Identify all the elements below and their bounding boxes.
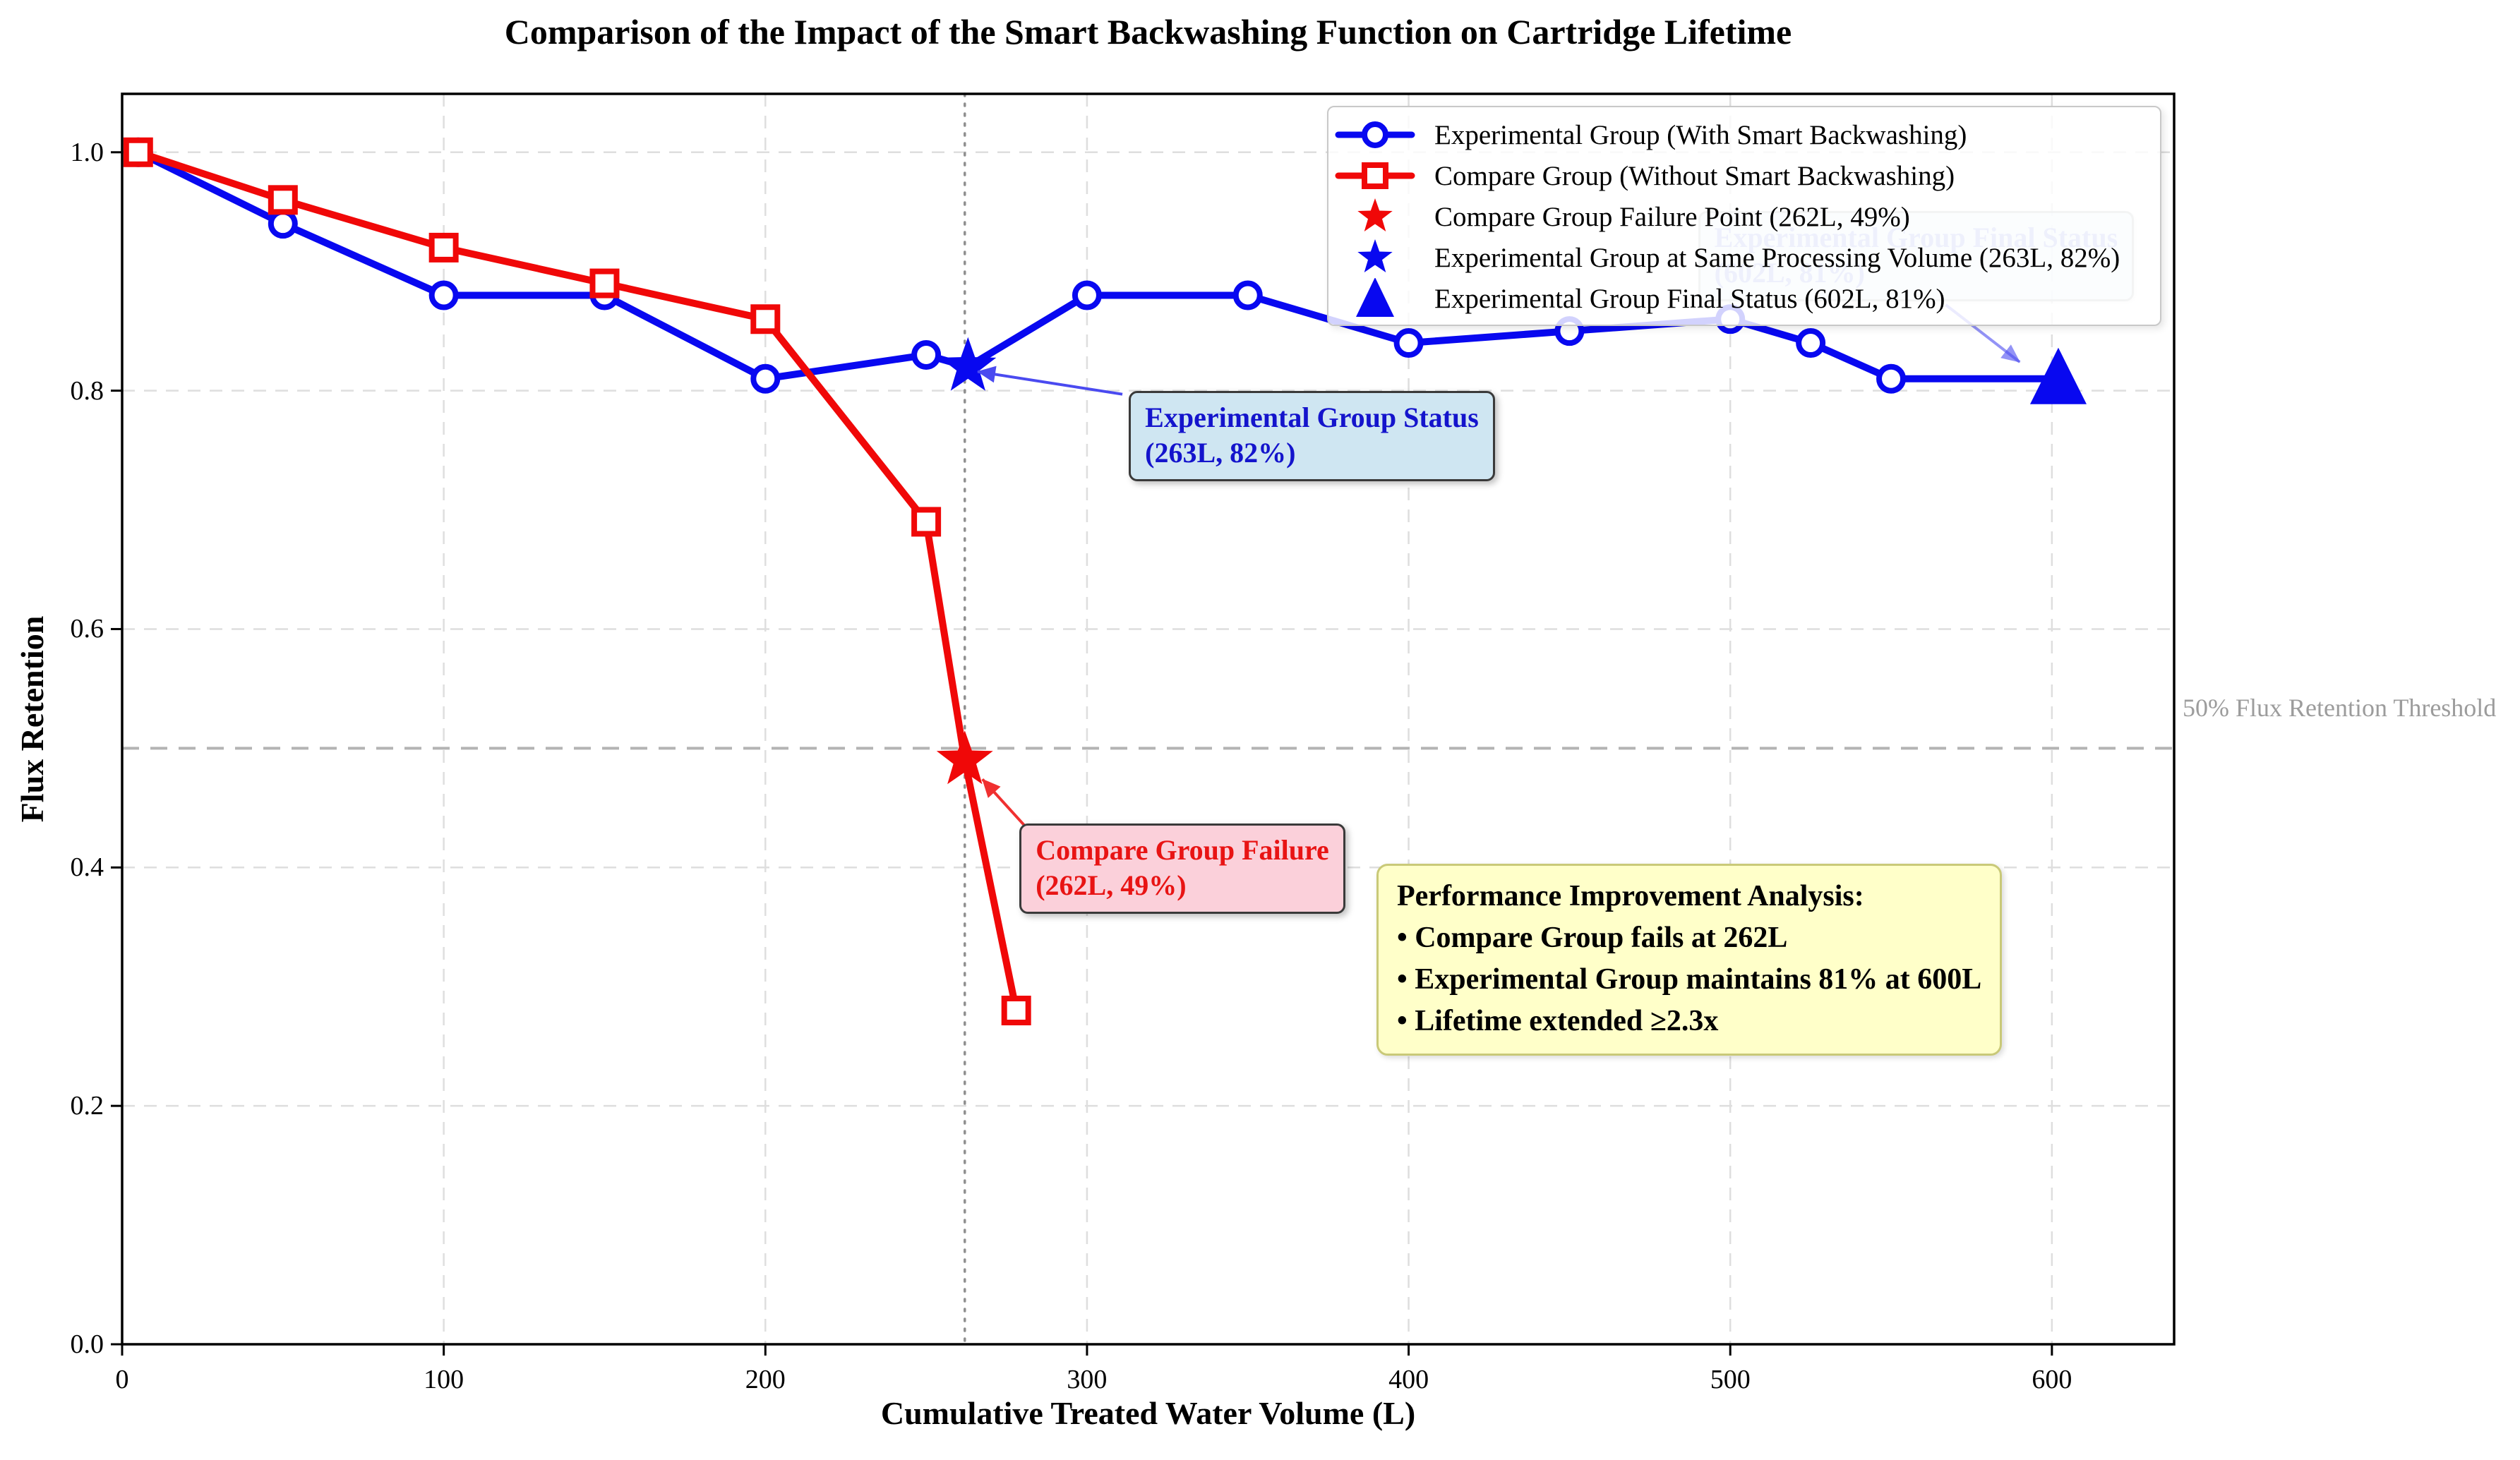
star-marker [1357, 198, 1393, 231]
square-marker [589, 268, 620, 298]
legend-marker-line-square-icon [1335, 162, 1415, 189]
x-tick-label: 600 [2032, 1365, 2072, 1394]
circle-marker [911, 339, 942, 370]
x-tick-label: 500 [1710, 1365, 1751, 1394]
analysis-line: • Experimental Group maintains 81% at 60… [1397, 963, 1982, 996]
star-marker [940, 337, 997, 391]
x-tick-label: 0 [115, 1365, 129, 1394]
circle-marker [1232, 280, 1263, 310]
legend-marker-star-icon [1357, 239, 1393, 272]
legend-label: Experimental Group Final Status (602L, 8… [1434, 283, 1945, 314]
y-tick-label: 0.0 [70, 1329, 104, 1359]
analysis-line: • Lifetime extended ≥2.3x [1397, 1005, 1719, 1038]
circle-marker [1796, 328, 1826, 358]
x-tick-label: 100 [424, 1365, 464, 1394]
triangle-marker [2029, 347, 2087, 404]
legend-marker-line-circle-icon [1335, 121, 1415, 148]
annotation-line: Experimental Group Status [1145, 401, 1479, 433]
legend: Experimental Group (With Smart Backwashi… [1327, 106, 2161, 326]
legend-item-3: Experimental Group at Same Processing Vo… [1328, 237, 2160, 278]
square-marker [123, 137, 153, 167]
legend-item-1: Compare Group (Without Smart Backwashing… [1328, 155, 2160, 196]
y-tick-label: 0.2 [70, 1091, 104, 1121]
square-marker [1362, 162, 1388, 189]
circle-marker [428, 280, 459, 310]
y-tick-label: 0.6 [70, 614, 104, 644]
x-tick-label: 400 [1388, 1365, 1429, 1394]
legend-label: Compare Group (Without Smart Backwashing… [1434, 160, 1955, 191]
circle-marker [1362, 121, 1388, 148]
legend-label: Experimental Group at Same Processing Vo… [1434, 242, 2120, 273]
annotation-line: (262L, 49%) [1036, 869, 1187, 901]
y-tick-label: 0.8 [70, 375, 104, 406]
analysis-line: Performance Improvement Analysis: [1397, 880, 1864, 913]
legend-item-2: Compare Group Failure Point (262L, 49%) [1328, 196, 2160, 237]
legend-label: Experimental Group (With Smart Backwashi… [1434, 119, 1967, 150]
annotation-arrow-exp-status [977, 366, 1123, 396]
star-marker [1357, 239, 1393, 272]
chart-title: Comparison of the Impact of the Smart Ba… [504, 12, 1792, 52]
legend-label: Compare Group Failure Point (262L, 49%) [1434, 201, 1910, 232]
square-marker [268, 185, 298, 215]
circle-marker [750, 363, 781, 394]
plot-frame [121, 92, 2176, 1346]
square-marker [428, 232, 459, 263]
series-line-compare [134, 148, 1020, 1014]
star-marker [936, 730, 993, 785]
legend-marker-triangle-icon [1356, 278, 1394, 317]
y-tick-label: 1.0 [70, 137, 104, 167]
x-tick-label: 200 [745, 1365, 786, 1394]
x-axis-label: Cumulative Treated Water Volume (L) [880, 1395, 1416, 1431]
circle-marker [1876, 363, 1907, 394]
legend-item-0: Experimental Group (With Smart Backwashi… [1328, 114, 2160, 155]
circle-marker [1072, 280, 1102, 310]
analysis-line: • Compare Group fails at 262L [1397, 922, 1788, 955]
annotation-line: Compare Group Failure [1036, 833, 1329, 866]
square-marker [750, 304, 781, 334]
circle-marker [268, 209, 298, 239]
legend-item-4: Experimental Group Final Status (602L, 8… [1328, 278, 2160, 319]
legend-marker-star-icon [1357, 198, 1393, 231]
threshold-line-label: 50% Flux Retention Threshold [2183, 694, 2497, 722]
x-tick-label: 300 [1067, 1365, 1108, 1394]
circle-marker [1393, 328, 1424, 358]
annotation-exp-status: Experimental Group Status (263L, 82%) [1129, 390, 1495, 481]
analysis-box: Performance Improvement Analysis: • Compa… [1376, 864, 2003, 1056]
square-marker [1001, 996, 1031, 1026]
triangle-marker [1356, 278, 1394, 317]
square-marker [911, 507, 942, 537]
annotation-line: (263L, 82%) [1145, 436, 1296, 469]
annotation-compare-failure: Compare Group Failure (262L, 49%) [1019, 823, 1345, 914]
y-tick-label: 0.4 [70, 852, 104, 883]
